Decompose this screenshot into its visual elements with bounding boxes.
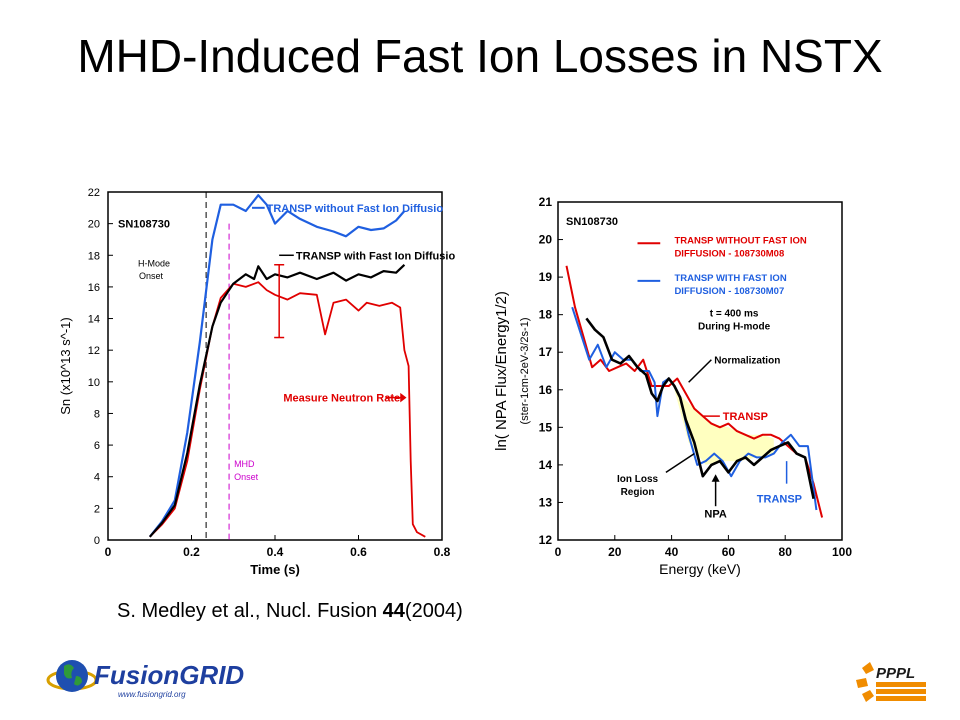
y-tick-label: 17 [539,345,553,359]
plot-frame [557,201,843,541]
transp-blue-label: TRANSP [757,494,802,506]
legend-label: TRANSP WITH FAST ION [674,273,786,284]
transp-red-label: TRANSP [723,411,768,423]
x-tick-label: 100 [832,545,852,559]
flame-icon [856,662,874,702]
y-tick-label: 14 [88,314,100,326]
series-line-black [585,317,815,499]
series-label: Measure Neutron Rate [283,393,400,405]
x-tick-label: 0 [555,545,562,559]
pppl-wordmark: PPPL [876,665,915,682]
mhd-label: Onset [234,472,259,482]
y-tick-label: 4 [94,472,100,484]
fusiongrid-url: www.fusiongrid.org [118,690,186,699]
y-tick-label: 10 [88,377,100,389]
x-axis-label: Time (s) [250,562,300,577]
fusiongrid-logo: FusionGRID www.fusiongrid.org [46,660,244,699]
citation-prefix: S. Medley et al., Nucl. Fusion [117,600,383,622]
citation: S. Medley et al., Nucl. Fusion 44(2004) [117,598,463,624]
slide-title: MHD-Induced Fast Ion Losses in NSTX [77,30,883,82]
series-label: TRANSP with Fast Ion Diffusio [296,250,456,262]
arrow-head [400,392,407,403]
x-tick-label: 0.2 [183,545,200,559]
plot-frame [107,191,443,541]
ion-loss-label: Region [621,487,655,498]
npa-label: NPA [704,508,726,520]
shot-label: SN108730 [118,219,170,231]
normalization-label: Normalization [714,356,780,367]
y-tick-label: 20 [88,219,100,231]
h-mode-label: H-Mode [138,258,170,268]
x-axis-label: Energy (keV) [659,561,741,577]
series-line-red [565,265,824,518]
mhd-label: MHD [234,459,255,469]
h-mode-label: Onset [139,271,164,281]
y-tick-label: 19 [539,270,553,284]
y-tick-label: 20 [539,233,553,247]
legend-label: TRANSP WITHOUT FAST ION [674,235,806,246]
y-tick-label: 12 [539,533,553,547]
y-tick-label: 16 [539,383,553,397]
series-label: TRANSP without Fast Ion Diffusio [267,203,444,215]
x-tick-label: 0.6 [350,545,367,559]
x-tick-label: 80 [779,545,793,559]
y-tick-label: 6 [94,440,100,452]
y-tick-label: 18 [539,308,553,322]
npa-spectrum-chart: 12 13 14 15 16 17 18 19 20 21 0 20 40 60 80 100 Energy (… [493,195,852,577]
y-tick-label: 13 [539,495,553,509]
ion-loss-label: Ion Loss [617,474,659,485]
y-axis-units: (ster-1cm-2eV-3/2s-1) [519,318,531,425]
y-tick-label: 8 [94,408,100,420]
citation-volume: 44 [382,600,405,622]
y-axis-label: ln( NPA Flux/Energy1/2) [493,291,510,451]
neutron-rate-chart: 0 2 4 6 8 10 12 14 16 18 20 22 0 0.2 0.4 0.6 0.8 Time (s)… [58,187,456,577]
ion-loss-region [674,389,774,465]
fusiongrid-wordmark: FusionGRID [94,660,244,690]
x-tick-label: 0 [105,545,112,559]
x-tick-label: 20 [608,545,622,559]
x-tick-label: 60 [722,545,736,559]
normalization-arrow [688,359,712,383]
y-tick-label: 15 [539,420,553,434]
pppl-logo: PPPL [856,662,926,702]
x-tick-label: 0.4 [267,545,284,559]
citation-suffix: (2004) [404,600,463,622]
time-label: During H-mode [698,322,771,333]
legend-label: DIFFUSION - 108730M07 [674,286,784,297]
ion-loss-arrow [665,452,695,474]
y-tick-label: 12 [88,345,100,357]
y-tick-label: 18 [88,250,100,262]
series-line-blue [148,194,406,538]
globe-icon [56,660,88,692]
x-tick-label: 40 [665,545,679,559]
npa-arrow-head [711,474,720,482]
shot-label: SN108730 [566,216,618,228]
y-tick-label: 22 [88,187,100,199]
x-tick-label: 0.8 [434,545,451,559]
time-label: t = 400 ms [710,309,759,320]
y-tick-label: 21 [539,195,553,209]
y-tick-label: 14 [539,458,553,472]
legend-label: DIFFUSION - 108730M08 [674,248,784,259]
series-line-black [148,264,406,538]
y-tick-label: 0 [94,535,100,547]
y-axis-label: Sn (x10^13 s^-1) [58,317,73,414]
y-tick-label: 16 [88,282,100,294]
y-tick-label: 2 [94,503,100,515]
